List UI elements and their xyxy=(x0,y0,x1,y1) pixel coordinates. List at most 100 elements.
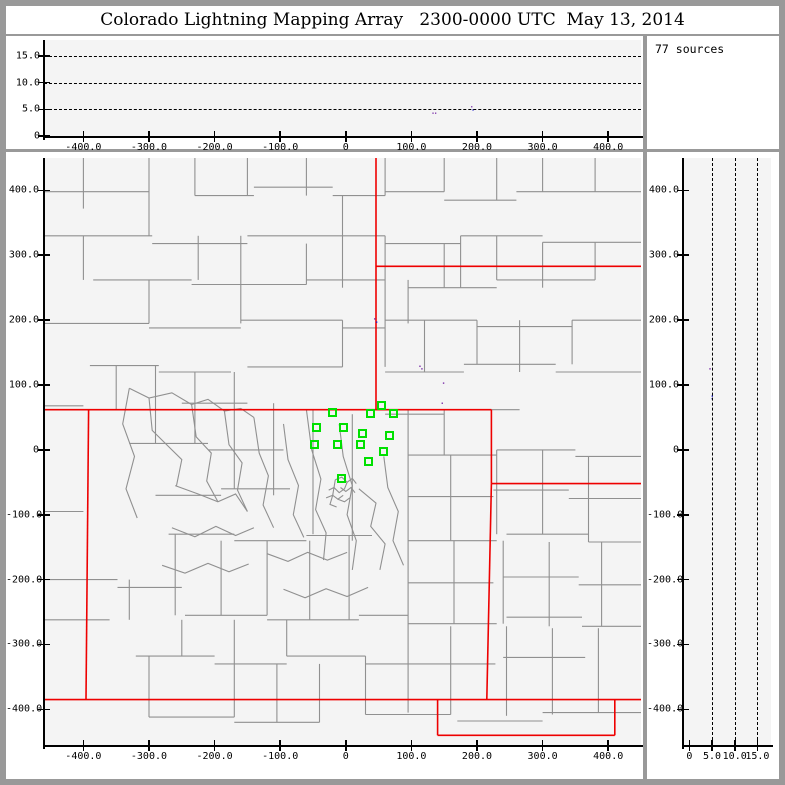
x-tick xyxy=(711,740,713,751)
x-tick-label: 100.0 xyxy=(396,142,427,153)
x-tick-label: 300.0 xyxy=(527,751,558,762)
y-tick-label: 100.0 xyxy=(8,379,39,391)
state-border xyxy=(85,409,90,700)
x-tick-label: 300.0 xyxy=(527,142,558,153)
lightning-source-marker xyxy=(366,409,376,419)
y-tick-label: -100.0 xyxy=(647,509,684,521)
time-height-plot-area[interactable] xyxy=(44,40,641,136)
county-border xyxy=(223,410,248,512)
gridline-horizontal xyxy=(44,56,641,57)
x-tick-label: 15.0 xyxy=(745,751,770,762)
gridline-vertical xyxy=(712,158,714,745)
y-tick-label: 5.0 xyxy=(21,103,40,115)
time-height-panel[interactable]: 0 5.0 10.0 15.0 -400.0 -300.0 -200.0 -100.0 0 100… xyxy=(6,36,643,153)
x-tick xyxy=(541,740,544,751)
y-tick xyxy=(677,254,689,257)
y-tick-label: 400.0 xyxy=(8,184,39,196)
gridline-horizontal xyxy=(44,109,641,111)
source-point xyxy=(373,318,376,320)
x-tick-label: -300.0 xyxy=(130,751,168,762)
x-tick xyxy=(733,740,736,751)
window-title-bar: Colorado Lightning Mapping Array 2300-00… xyxy=(6,6,779,34)
x-tick xyxy=(688,740,691,751)
source-point xyxy=(442,382,445,384)
altitude-plot-area[interactable] xyxy=(683,158,771,745)
x-tick-label: 100.0 xyxy=(396,751,427,762)
county-border xyxy=(383,456,405,566)
y-tick-label: 300.0 xyxy=(648,249,679,261)
x-tick xyxy=(148,131,150,142)
y-tick-label: 300.0 xyxy=(8,249,39,261)
x-tick xyxy=(476,131,478,142)
x-tick xyxy=(607,740,609,751)
y-tick-label: -200.0 xyxy=(6,574,43,586)
x-tick-label: -400.0 xyxy=(65,142,102,153)
x-tick-label: -400.0 xyxy=(65,751,102,762)
y-tick xyxy=(38,449,50,451)
y-tick xyxy=(677,643,689,646)
lightning-source-marker xyxy=(384,431,394,441)
source-point xyxy=(432,112,434,114)
y-tick-label: 100.0 xyxy=(648,379,679,391)
x-tick xyxy=(82,131,85,142)
county-border xyxy=(325,494,337,508)
county-border xyxy=(333,479,348,494)
y-tick-label: 0 xyxy=(32,444,39,456)
y-tick xyxy=(38,578,50,581)
source-point xyxy=(375,321,378,323)
x-tick xyxy=(344,131,347,142)
gridline-vertical xyxy=(757,158,759,745)
source-point xyxy=(421,368,423,370)
time-height-points-layer xyxy=(432,106,474,114)
county-border xyxy=(337,497,351,503)
lightning-source-marker xyxy=(309,440,319,450)
y-tick xyxy=(38,513,50,516)
y-tick-label: 0 xyxy=(33,130,40,142)
y-axis-line xyxy=(682,158,684,749)
y-tick xyxy=(38,55,50,57)
page-title: Colorado Lightning Mapping Array 2300-00… xyxy=(100,10,685,30)
altitude-profile-panel[interactable]: -400.0 -300.0 -200.0 -100.0 0 100.0 200.0 300.0… xyxy=(647,152,779,779)
y-tick xyxy=(677,578,689,581)
x-axis-line xyxy=(683,745,773,747)
x-tick xyxy=(279,740,281,751)
plan-view-map-panel[interactable]: -400.0 -300.0 -200.0 -100.0 0 100.0 200.0 300.0… xyxy=(6,152,643,779)
source-point xyxy=(709,368,711,370)
county-border xyxy=(338,423,357,570)
x-tick xyxy=(82,740,85,751)
lightning-source-marker xyxy=(379,446,389,456)
source-count-panel: 77 sources xyxy=(647,36,779,149)
lightning-source-marker xyxy=(355,440,365,450)
y-tick xyxy=(677,189,689,192)
county-border xyxy=(191,404,219,503)
x-tick-label: -200.0 xyxy=(196,142,233,153)
county-border xyxy=(283,586,369,599)
lightning-source-marker xyxy=(388,409,398,419)
x-tick-label: -200.0 xyxy=(196,751,233,762)
y-tick-label: 200.0 xyxy=(8,314,39,326)
x-tick xyxy=(756,740,759,751)
map-vector-layer xyxy=(44,158,641,737)
y-tick xyxy=(38,189,50,192)
x-tick-label: 10.0 xyxy=(722,751,747,762)
x-tick xyxy=(410,131,413,142)
y-tick xyxy=(677,513,689,516)
x-tick-label: 0 xyxy=(342,142,349,153)
y-tick-label: 0 xyxy=(672,444,679,456)
x-tick-label: 400.0 xyxy=(593,751,624,762)
map-plot-area[interactable] xyxy=(44,158,641,745)
x-tick-label: 0 xyxy=(342,751,349,762)
y-tick xyxy=(38,708,50,711)
lightning-source-marker xyxy=(333,440,343,450)
x-tick xyxy=(607,131,609,142)
y-tick xyxy=(38,108,50,111)
x-tick-label: 200.0 xyxy=(461,142,493,153)
source-point xyxy=(435,112,437,114)
x-tick xyxy=(541,131,544,142)
y-tick xyxy=(677,319,689,321)
lightning-source-marker xyxy=(377,401,387,411)
x-tick xyxy=(279,131,281,142)
county-border xyxy=(358,488,386,571)
y-tick-label: -200.0 xyxy=(647,574,684,586)
